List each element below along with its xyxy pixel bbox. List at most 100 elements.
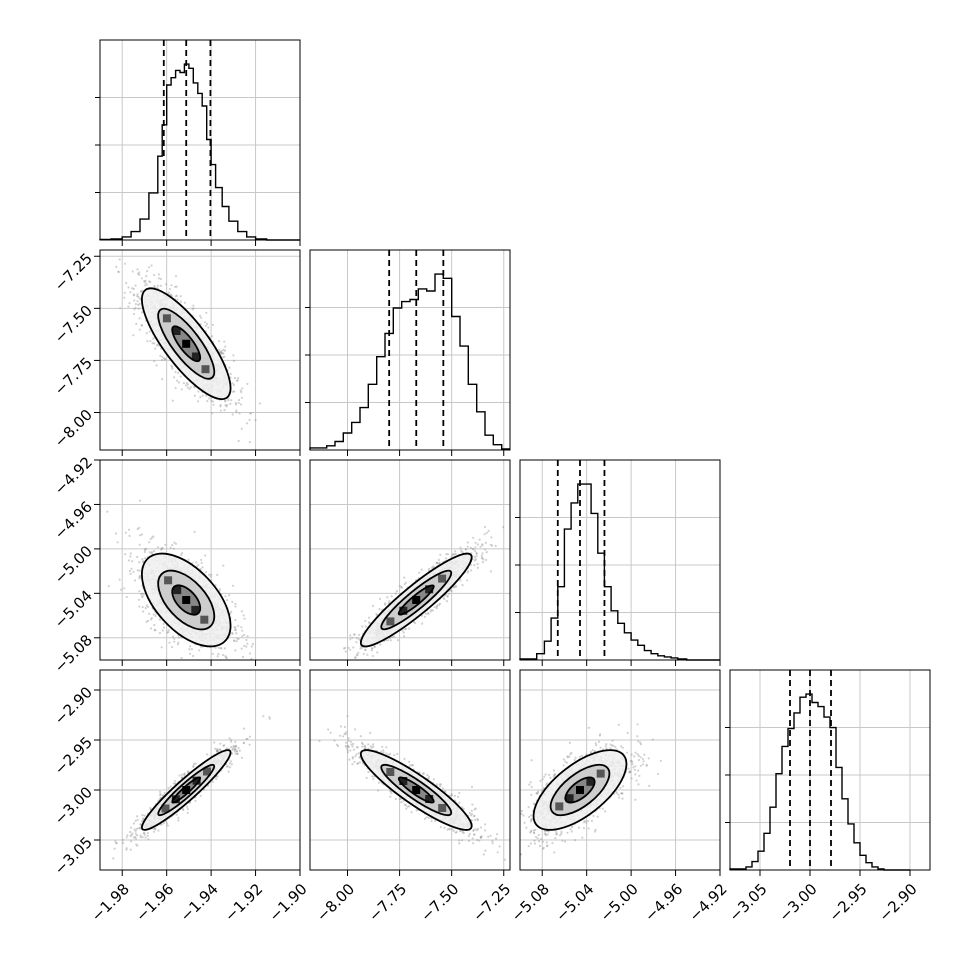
- scatter-point: [151, 342, 154, 345]
- scatter-point: [139, 290, 142, 293]
- scatter-point: [213, 741, 216, 744]
- scatter-point: [239, 389, 242, 392]
- scatter-point: [452, 553, 455, 556]
- scatter-point: [131, 287, 134, 290]
- scatter-point: [160, 646, 163, 649]
- scatter-point: [240, 396, 243, 399]
- scatter-point: [132, 293, 135, 296]
- scatter-point: [245, 645, 248, 648]
- scatter-point: [249, 412, 253, 415]
- scatter-point: [153, 284, 156, 287]
- scatter-point: [237, 439, 240, 443]
- scatter-point: [177, 819, 180, 822]
- scatter-point: [464, 548, 467, 551]
- density-bin: [182, 339, 191, 348]
- scatter-point: [171, 367, 174, 370]
- scatter-point: [168, 287, 171, 291]
- scatter-point: [161, 629, 164, 632]
- scatter-point: [211, 400, 215, 403]
- scatter-point: [366, 653, 369, 656]
- scatter-point: [149, 618, 152, 621]
- scatter-point: [481, 561, 485, 564]
- scatter-point: [231, 382, 234, 385]
- scatter-point: [478, 538, 481, 541]
- density-bin: [182, 596, 191, 604]
- scatter-point: [148, 541, 151, 544]
- scatter-point: [236, 379, 239, 382]
- scatter-point: [137, 296, 140, 299]
- scatter-point: [147, 838, 150, 841]
- scatter-point: [144, 281, 147, 284]
- scatter-point: [138, 590, 141, 593]
- scatter-point: [356, 654, 359, 657]
- scatter-point: [216, 573, 219, 577]
- scatter-point: [132, 570, 135, 574]
- scatter-point: [127, 559, 130, 562]
- scatter-point: [131, 270, 134, 273]
- scatter-point: [241, 387, 244, 390]
- scatter-point: [177, 381, 181, 384]
- scatter-point: [106, 510, 109, 513]
- scatter-point: [115, 842, 118, 845]
- scatter-point: [136, 818, 139, 821]
- scatter-point: [150, 264, 153, 267]
- scatter-point: [123, 291, 126, 294]
- scatter-point: [466, 545, 469, 548]
- scatter-point: [237, 377, 240, 380]
- scatter-point: [476, 566, 479, 569]
- scatter-point: [224, 345, 227, 348]
- scatter-point: [235, 409, 238, 412]
- scatter-point: [134, 306, 137, 309]
- scatter-point: [134, 819, 137, 823]
- scatter-point: [219, 647, 222, 650]
- scatter-point: [141, 595, 144, 598]
- scatter-point: [138, 569, 141, 572]
- scatter-point: [138, 605, 141, 608]
- scatter-point: [248, 652, 252, 655]
- scatter-point: [144, 284, 147, 287]
- scatter-point: [364, 619, 367, 623]
- scatter-point: [130, 567, 133, 570]
- scatter-point: [138, 543, 141, 546]
- scatter-point: [135, 843, 138, 846]
- scatter-point: [153, 550, 156, 553]
- scatter-point: [170, 645, 174, 649]
- scatter-point: [197, 563, 200, 567]
- density-bin: [386, 617, 395, 626]
- scatter-point: [173, 637, 176, 640]
- scatter-point: [171, 635, 175, 638]
- scatter-point: [196, 400, 200, 403]
- scatter-point: [161, 355, 164, 358]
- scatter-point: [180, 388, 183, 391]
- scatter-point: [389, 639, 392, 642]
- scatter-point: [174, 295, 177, 298]
- scatter-point: [396, 639, 399, 642]
- scatter-point: [145, 275, 148, 278]
- scatter-point: [107, 585, 110, 588]
- scatter-point: [125, 281, 128, 285]
- scatter-point: [146, 340, 149, 343]
- scatter-point: [153, 342, 156, 345]
- scatter-point: [216, 655, 219, 658]
- scatter-point: [423, 615, 426, 619]
- scatter-point: [186, 811, 189, 814]
- scatter-point: [154, 614, 157, 618]
- scatter-point: [123, 587, 126, 590]
- scatter-point: [146, 619, 150, 623]
- scatter-point: [241, 629, 244, 632]
- scatter-point: [125, 836, 128, 839]
- scatter-point: [150, 551, 154, 554]
- scatter-point: [223, 340, 226, 343]
- scatter-point: [159, 354, 162, 357]
- scatter-point: [133, 294, 136, 297]
- scatter-point: [158, 632, 161, 635]
- scatter-point: [136, 815, 139, 818]
- scatter-point: [225, 405, 228, 408]
- scatter-point: [174, 387, 177, 390]
- scatter-point: [437, 558, 440, 562]
- scatter-point: [211, 323, 214, 327]
- scatter-point: [375, 612, 378, 616]
- scatter-point: [166, 631, 169, 634]
- scatter-point: [357, 633, 361, 637]
